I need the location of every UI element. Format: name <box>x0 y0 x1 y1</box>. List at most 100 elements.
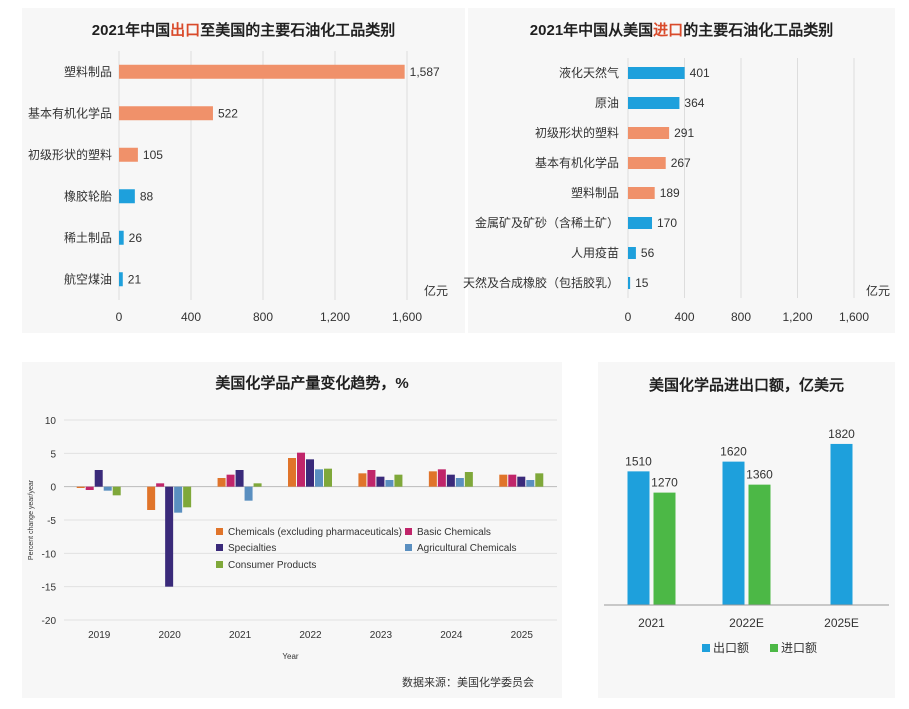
bar <box>526 480 535 487</box>
bar <box>174 486 183 513</box>
x-tick-label: 0 <box>625 310 632 324</box>
x-tick-label: 800 <box>731 310 751 324</box>
bar <box>119 106 213 121</box>
bar <box>147 486 156 510</box>
trade-chart: 2021 1510 1270 2022E 1620 1360 2025E 1820 出口额 进口额 <box>604 427 889 655</box>
bar <box>446 474 455 487</box>
value-label: 1270 <box>651 476 678 490</box>
bar <box>437 469 446 487</box>
export-chart: 0 400 800 1,200 1,600 塑料制品 1,587 基本有机化学品 522 初级形状… <box>28 51 448 324</box>
import-chart: 0 400 800 1,200 1,600 液化天然气 401 原油 364 初级形状的塑料 291… <box>463 58 890 324</box>
x-tick-label: 2019 <box>88 630 111 641</box>
x-tick-label: 1,200 <box>320 310 350 324</box>
category-label: 基本有机化学品 <box>28 105 112 120</box>
legend-swatch <box>405 528 412 535</box>
value-label: 401 <box>690 66 710 80</box>
category-label: 塑料制品 <box>64 64 112 79</box>
category-label: 初级形状的塑料 <box>535 125 619 140</box>
category-label: 金属矿及矿砂（含稀土矿） <box>475 215 619 230</box>
value-label: 21 <box>128 272 142 286</box>
y-axis-label: Percent change year/year <box>28 479 35 560</box>
category-label: 橡胶轮胎 <box>64 188 112 203</box>
y-tick-label: 5 <box>50 449 56 460</box>
production-chart-title: 美国化学品产量变化趋势，% <box>215 375 409 392</box>
legend-label: 进口额 <box>781 641 817 655</box>
value-label: 105 <box>143 148 163 162</box>
bar <box>76 486 85 488</box>
x-tick-label: 2023 <box>370 630 393 641</box>
bar <box>653 492 676 605</box>
category-label: 初级形状的塑料 <box>28 147 112 162</box>
x-axis-label: Year <box>282 652 299 661</box>
trade-chart-panel: 美国化学品进出口额，亿美元 2021 1510 1270 2022E 1620 1360 2… <box>598 362 895 698</box>
y-tick-label: -20 <box>42 616 57 627</box>
legend-label: Consumer Products <box>228 560 316 571</box>
bar <box>628 187 655 199</box>
value-label: 1510 <box>625 454 652 468</box>
bar <box>455 478 464 487</box>
bar <box>297 452 305 487</box>
x-tick-label: 2021 <box>638 616 665 630</box>
bar <box>428 471 437 487</box>
legend-label: Chemicals (excluding pharmaceuticals) <box>228 527 402 538</box>
unit-label: 亿元 <box>866 283 890 298</box>
category-label: 稀土制品 <box>64 231 112 245</box>
bar <box>358 473 367 487</box>
bar <box>628 217 653 229</box>
x-tick-label: 400 <box>674 310 694 324</box>
bar <box>288 458 296 487</box>
bar <box>628 277 631 289</box>
y-tick-label: 10 <box>45 416 57 427</box>
bar <box>253 483 262 487</box>
legend-swatch <box>770 644 778 652</box>
y-tick-label: -15 <box>42 583 57 594</box>
value-label: 170 <box>657 216 677 230</box>
category-label: 原油 <box>595 96 619 110</box>
category-label: 塑料制品 <box>571 185 619 200</box>
value-label: 1,587 <box>410 65 440 79</box>
import-chart-panel: 2021年中国从美国进口的主要石油化工品类别 0 400 800 1,200 1,600… <box>463 8 895 333</box>
legend-swatch <box>702 644 710 652</box>
value-label: 15 <box>635 276 649 290</box>
x-tick-label: 2025 <box>511 630 534 641</box>
bar <box>722 461 745 605</box>
y-tick-label: -5 <box>47 516 56 527</box>
bar <box>627 471 650 605</box>
category-label: 液化天然气 <box>559 65 619 80</box>
bar <box>535 473 544 487</box>
x-tick-label: 2020 <box>159 630 182 641</box>
x-tick-label: 2025E <box>824 616 859 630</box>
value-label: 267 <box>671 156 691 170</box>
trade-chart-title: 美国化学品进出口额，亿美元 <box>648 377 844 394</box>
category-label: 人用疫苗 <box>571 245 619 260</box>
production-chart: 10 5 0 -5 -10 -15 -20 2019 2020 2021 2022 2023 2024 2… <box>28 416 557 661</box>
y-tick-label: 0 <box>50 483 56 494</box>
bar <box>628 157 666 169</box>
bar <box>385 480 394 487</box>
value-label: 1360 <box>746 468 773 482</box>
x-tick-label: 400 <box>181 310 201 324</box>
bar <box>244 486 253 501</box>
bar <box>119 230 124 245</box>
value-label: 364 <box>684 96 704 110</box>
legend-label: 出口额 <box>713 641 749 655</box>
x-tick-label: 2022E <box>729 616 764 630</box>
value-label: 26 <box>129 231 143 245</box>
bar <box>156 483 165 487</box>
export-chart-title: 2021年中国出口至美国的主要石油化工品类别 <box>91 22 396 39</box>
category-label: 航空煤油 <box>64 271 112 286</box>
legend-swatch <box>216 544 223 551</box>
bar <box>183 486 192 508</box>
legend-swatch <box>216 561 223 568</box>
bar <box>165 486 174 587</box>
value-label: 189 <box>660 186 680 200</box>
x-tick-label: 800 <box>253 310 273 324</box>
x-tick-label: 1,200 <box>782 310 812 324</box>
legend-swatch <box>216 528 223 535</box>
source-note: 数据来源：美国化学委员会 <box>402 677 534 689</box>
legend-label: Specialties <box>228 543 276 554</box>
bar <box>103 486 112 491</box>
bar <box>119 147 138 162</box>
y-tick-label: -10 <box>42 549 57 560</box>
value-label: 291 <box>674 126 694 140</box>
